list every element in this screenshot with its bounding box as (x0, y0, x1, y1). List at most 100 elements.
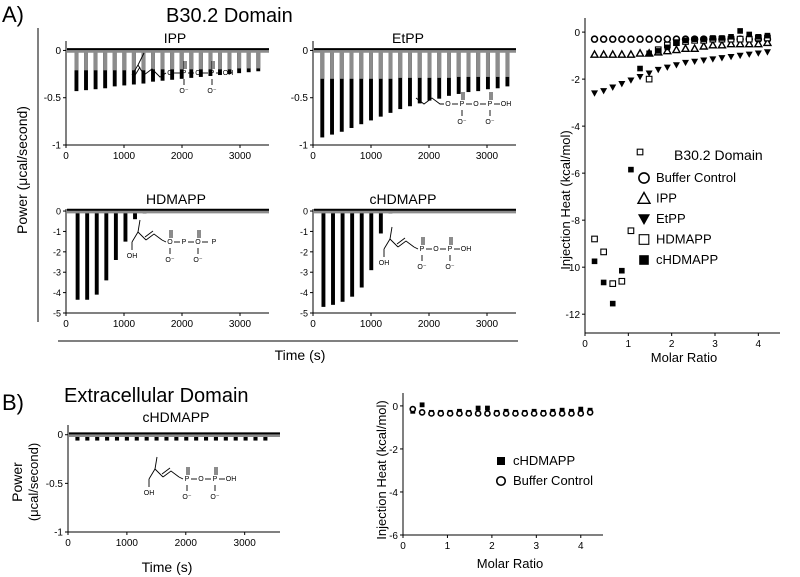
baseline-peak (476, 50, 481, 77)
chemical-structure: O P O⁻ O P O⁻ OH (131, 52, 233, 95)
data-point (691, 36, 698, 42)
data-point (484, 410, 491, 417)
y-tick-label: 0 (302, 46, 308, 57)
bond (161, 467, 171, 475)
baseline-peak (505, 50, 510, 77)
data-point (521, 410, 529, 417)
x-tick-label: 2000 (175, 538, 198, 549)
injection-peak (184, 434, 189, 441)
data-point (764, 32, 771, 39)
x-tick-label: 2 (489, 541, 495, 552)
injection-peak (223, 434, 228, 441)
baseline-peak (456, 50, 461, 77)
data-point (700, 57, 708, 64)
atom-label: O⁻ (417, 264, 426, 271)
data-point (591, 235, 598, 243)
baseline-peak (74, 50, 79, 71)
data-point (638, 172, 650, 184)
y-tick-label: 0 (574, 28, 580, 39)
injection-peak (174, 434, 179, 441)
data-point (446, 410, 454, 417)
atom-label: O (195, 239, 201, 246)
bond (396, 237, 406, 245)
data-point (608, 35, 617, 43)
data-point (691, 58, 699, 65)
legend-label: Buffer Control (656, 170, 736, 185)
atom-label: OH (144, 490, 155, 497)
panel-a-xlabel: Time (s) (275, 347, 326, 363)
bond (389, 226, 393, 240)
baseline-peak (141, 50, 146, 71)
data-point (699, 41, 709, 50)
injection-peak (369, 50, 373, 121)
x-tick-label: 3000 (229, 319, 252, 330)
bond (131, 64, 139, 76)
data-point (600, 248, 607, 256)
atom-label: OH (379, 260, 390, 267)
baseline-peak (359, 50, 364, 79)
thermogram-a-etpp: EtPP 0 1000 2000 3000 0 -0.5 -1 O P O⁻ O P O⁻ OH (291, 30, 516, 162)
data-point (590, 35, 599, 43)
baseline-peak (93, 50, 98, 71)
bond (148, 468, 164, 480)
data-point (673, 39, 680, 46)
injection-peak (331, 211, 335, 305)
injection-peak (105, 434, 110, 441)
injection-peak (194, 434, 199, 441)
baseline-peak (246, 50, 251, 69)
data-point (682, 59, 690, 67)
data-point (680, 43, 691, 53)
data-point (645, 35, 653, 43)
x-tick-label: 0 (400, 541, 406, 552)
y-tick-label: -10 (566, 263, 581, 274)
legend-label: HDMAPP (656, 232, 712, 247)
data-point (664, 44, 671, 51)
x-tick-label: 0 (63, 319, 69, 330)
y-tick-label: 0 (55, 46, 61, 57)
data-point (419, 402, 425, 408)
atom-label: OH (461, 246, 472, 253)
bond (133, 66, 141, 78)
y-tick-label: -5 (300, 309, 308, 319)
atom-label: O⁻ (179, 88, 188, 95)
y-tick-label: 0 (56, 207, 61, 217)
injection-peak (113, 211, 118, 260)
x-tick-label: 3000 (229, 151, 252, 162)
data-point (437, 410, 445, 417)
x-tick-label: 4 (756, 339, 762, 350)
baseline-peak (369, 50, 373, 79)
injection-peak (144, 434, 149, 441)
data-point (530, 410, 538, 417)
injection-peak (213, 434, 218, 441)
data-point (726, 38, 736, 48)
data-point (736, 52, 744, 60)
plot-title: cHDMAPP (143, 409, 210, 425)
x-tick-label: 0 (65, 538, 71, 549)
x-tick-label: 2000 (171, 319, 194, 330)
series-etpp (591, 49, 771, 97)
x-tick-label: 1000 (113, 151, 136, 162)
data-point (682, 37, 689, 44)
data-point (708, 40, 718, 49)
data-point (746, 31, 753, 38)
x-tick-label: 0 (310, 319, 316, 330)
atom-label: P (448, 246, 453, 253)
y-tick-label: -1 (52, 141, 61, 152)
panel-b-letter: B) (2, 390, 24, 415)
injection-peak (398, 50, 403, 110)
data-point (474, 410, 482, 417)
baseline-peak (349, 50, 354, 79)
atom-label: O (167, 70, 173, 77)
injection-peak (339, 50, 344, 132)
injection-peak (243, 434, 248, 441)
y-tick-label: -1 (299, 141, 308, 152)
data-point (418, 409, 426, 416)
baseline-peak (131, 50, 136, 71)
x-tick-label: 0 (63, 151, 69, 162)
x-tick-label: 1 (626, 339, 632, 350)
data-point (608, 49, 618, 58)
atom-label: O⁻ (165, 257, 174, 264)
atom-label: P (210, 70, 215, 77)
data-point (710, 35, 716, 41)
baseline-peak (447, 50, 451, 78)
